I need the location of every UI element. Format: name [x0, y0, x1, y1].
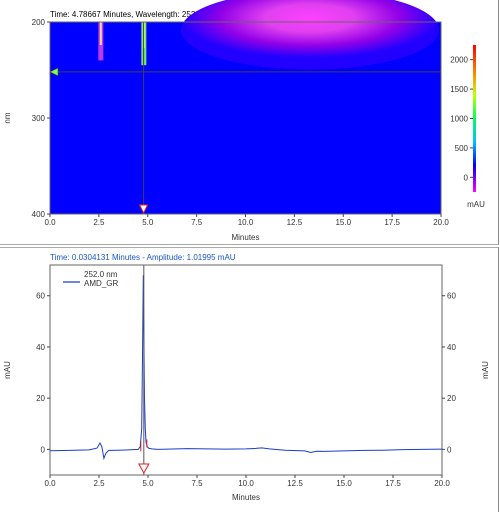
- x-tick-label: 20.0: [434, 479, 450, 488]
- y-tick-label-left: 60: [36, 292, 45, 301]
- wavelength-marker-icon: [49, 67, 59, 77]
- x-tick-label: 12.5: [287, 479, 303, 488]
- legend-wavelength: 252.0 nm: [84, 270, 118, 279]
- series-line-amd-gr: [49, 275, 443, 461]
- x-tick-label: 15.0: [336, 479, 352, 488]
- x-tick-label: 7.5: [191, 218, 203, 227]
- time-marker-icon: [138, 204, 149, 215]
- y-tick-label-right: 60: [447, 292, 456, 301]
- colorbar-tick-label: 0: [464, 173, 469, 182]
- cursor-readout-bottom: Time: 0.0304131 Minutes - Amplitude: 1.0…: [50, 253, 236, 262]
- y-axis-label-right: mAU: [481, 361, 490, 379]
- chromatogram-plot-area: [49, 264, 443, 476]
- y-tick-label-left: 20: [36, 394, 45, 403]
- colorbar-tick-label: 1500: [450, 85, 468, 94]
- x-tick-label: 5.0: [142, 479, 154, 488]
- y-tick-label: 200: [32, 18, 46, 27]
- x-axis-label: Minutes: [231, 233, 259, 242]
- x-tick-label: 10.0: [238, 218, 254, 227]
- y-tick-label-right: 40: [447, 343, 456, 352]
- chromatogram-chart[interactable]: 0 0 20 20 40 40 60 60 mAU mAU 0.0 2.5 5.0 7.5 10.0 12.5…: [0, 248, 498, 512]
- x-tick-label: 17.5: [385, 479, 401, 488]
- time-marker-icon: [137, 463, 150, 475]
- colorbar-tick-label: 1000: [450, 115, 468, 124]
- heatmap-chart[interactable]: 0.0 2.5 5.0 7.5 10.0 12.5 15.0 17.5 20.0 Minutes 2…: [0, 0, 498, 244]
- cursor-readout-top: Time: 4.78667 Minutes, Wavelength: 252 n…: [50, 10, 209, 19]
- y-axis-label: nm: [3, 112, 12, 123]
- x-axis-label: Minutes: [232, 493, 260, 502]
- x-tick-label: 5.0: [142, 218, 154, 227]
- x-tick-label: 0.0: [44, 479, 56, 488]
- heatmap-blob-core: [99, 22, 102, 46]
- y-axis-label-left: mAU: [3, 361, 12, 379]
- chromatogram-panel: Time: 0.0304131 Minutes - Amplitude: 1.0…: [0, 247, 499, 512]
- colorbar-unit-label: mAU: [467, 200, 485, 209]
- x-tick-label: 12.5: [287, 218, 303, 227]
- x-tick-label: 10.0: [238, 479, 254, 488]
- x-tick-label: 0.0: [44, 218, 56, 227]
- colorbar: [473, 45, 476, 192]
- x-tick-label: 15.0: [335, 218, 351, 227]
- colorbar-tick-label: 500: [455, 144, 469, 153]
- y-tick-label: 400: [32, 210, 46, 219]
- y-tick-label-right: 20: [447, 394, 456, 403]
- y-tick-label: 300: [32, 114, 46, 123]
- heatmap-blob: [181, 0, 440, 70]
- x-tick-label: 20.0: [433, 218, 449, 227]
- y-tick-label-left: 0: [41, 445, 46, 454]
- y-tick-label-right: 0: [447, 445, 452, 454]
- x-tick-label: 2.5: [93, 218, 105, 227]
- x-tick-label: 17.5: [384, 218, 400, 227]
- colorbar-tick-label: 2000: [450, 56, 468, 65]
- heatmap-panel: Time: 4.78667 Minutes, Wavelength: 252 n…: [0, 0, 499, 245]
- x-tick-label: 2.5: [93, 479, 105, 488]
- y-tick-label-left: 40: [36, 343, 45, 352]
- x-tick-label: 7.5: [191, 479, 203, 488]
- legend-series-name: AMD_GR: [84, 279, 118, 288]
